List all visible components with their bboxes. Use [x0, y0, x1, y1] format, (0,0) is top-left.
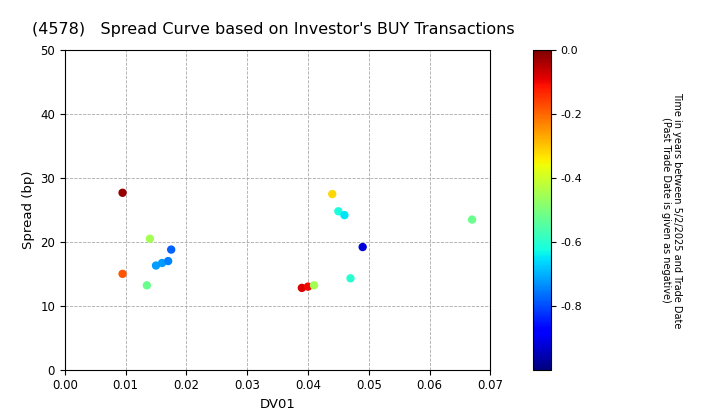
Point [150, 262, 162, 269]
Point [326, 191, 338, 197]
Point [467, 216, 478, 223]
Point [308, 282, 320, 289]
Point [117, 189, 128, 196]
Text: (4578)   Spread Curve based on Investor's BUY Transactions: (4578) Spread Curve based on Investor's … [32, 22, 515, 37]
Point [144, 235, 156, 242]
Point [345, 275, 356, 282]
Point [302, 283, 314, 290]
Point [333, 208, 344, 215]
Y-axis label: Time in years between 5/2/2025 and Trade Date
(Past Trade Date is given as negat: Time in years between 5/2/2025 and Trade… [661, 92, 683, 328]
Point [156, 260, 168, 266]
Y-axis label: Spread (bp): Spread (bp) [22, 171, 35, 249]
Point [357, 244, 369, 250]
Point [141, 282, 153, 289]
Point [338, 212, 350, 218]
Point [166, 246, 177, 253]
Point [163, 258, 174, 265]
Point [117, 270, 128, 277]
X-axis label: DV01: DV01 [260, 398, 295, 411]
Point [296, 284, 307, 291]
